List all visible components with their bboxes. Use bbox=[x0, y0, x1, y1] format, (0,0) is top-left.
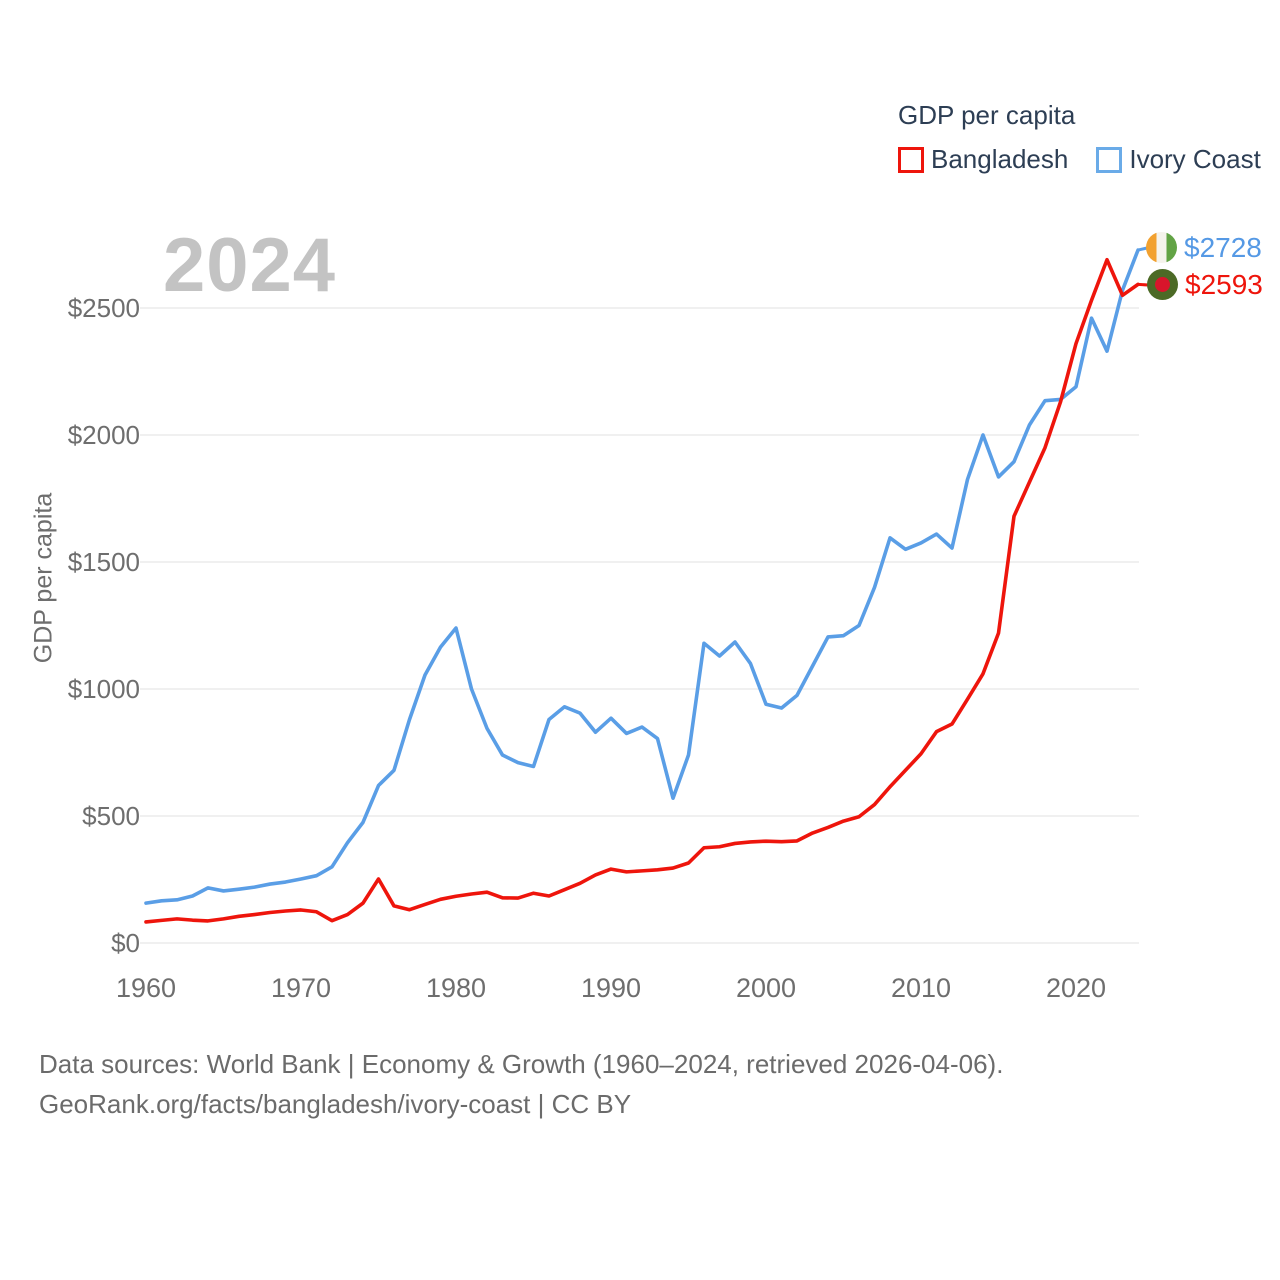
y-tick-label: $2000 bbox=[67, 420, 140, 450]
x-tick-label: 2000 bbox=[735, 973, 797, 1003]
ivory-coast-flag-icon bbox=[1146, 232, 1177, 263]
bangladesh-end-label: $2593 bbox=[1147, 269, 1263, 300]
bangladesh-label-connector bbox=[1137, 282, 1149, 287]
footer-sources-line: Data sources: World Bank | Economy & Gro… bbox=[39, 1049, 1004, 1079]
ivory-coast-end-value: $2728 bbox=[1184, 232, 1262, 263]
y-axis-title: GDP per capita bbox=[29, 492, 58, 664]
x-tick-label: 1960 bbox=[115, 973, 177, 1003]
legend-title: GDP per capita bbox=[898, 100, 1076, 130]
bangladesh-line bbox=[144, 257, 1140, 924]
ivory-coast-label-connector bbox=[1137, 246, 1148, 252]
ivory-coast-swatch-icon bbox=[1096, 146, 1123, 173]
legend-label-ivory-coast: Ivory Coast bbox=[1129, 144, 1261, 174]
x-tick-label: 1970 bbox=[270, 973, 332, 1003]
legend-item-ivory-coast[interactable]: Ivory Coast bbox=[1096, 144, 1261, 175]
y-tick-label: $2500 bbox=[67, 293, 140, 323]
y-tick-label: $1500 bbox=[67, 547, 140, 577]
y-tick-label: $0 bbox=[111, 928, 140, 958]
bangladesh-end-value: $2593 bbox=[1185, 269, 1263, 300]
bangladesh-swatch-icon bbox=[898, 146, 924, 173]
bangladesh-flag-icon bbox=[1147, 269, 1178, 300]
footer: Data sources: World Bank | Economy & Gro… bbox=[39, 1044, 1003, 1124]
x-tick-label: 1980 bbox=[425, 973, 487, 1003]
legend-item-bangladesh[interactable]: Bangladesh bbox=[898, 144, 1068, 175]
x-tick-label: 2020 bbox=[1045, 973, 1107, 1003]
x-tick-label: 2010 bbox=[890, 973, 952, 1003]
ivory-coast-end-label: $2728 bbox=[1146, 232, 1262, 263]
year-watermark: 2024 bbox=[163, 223, 337, 308]
y-tick-label: $500 bbox=[82, 801, 140, 831]
ivory-coast-line bbox=[144, 248, 1140, 905]
legend: GDP per capita Bangladesh Ivory Coast bbox=[898, 100, 1261, 175]
legend-items: Bangladesh Ivory Coast bbox=[898, 144, 1261, 175]
y-tick-label: $1000 bbox=[67, 674, 140, 704]
legend-label-bangladesh: Bangladesh bbox=[931, 144, 1069, 174]
footer-attribution-line: GeoRank.org/facts/bangladesh/ivory-coast… bbox=[39, 1089, 632, 1119]
x-tick-label: 1990 bbox=[580, 973, 642, 1003]
